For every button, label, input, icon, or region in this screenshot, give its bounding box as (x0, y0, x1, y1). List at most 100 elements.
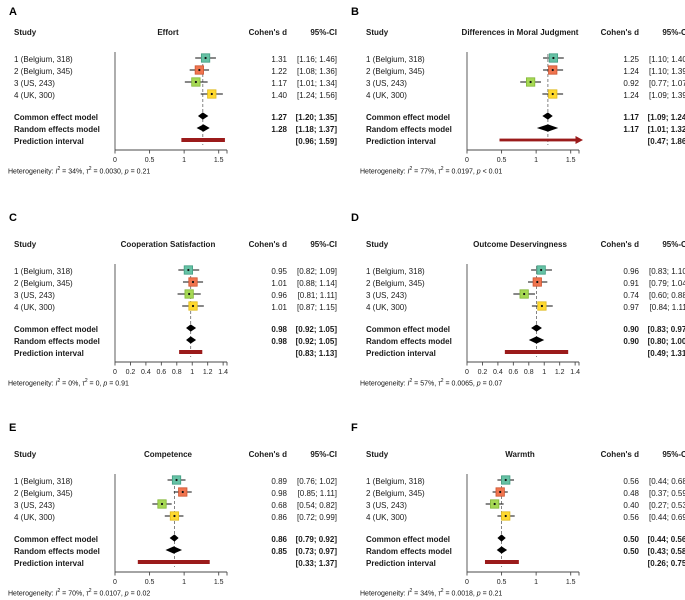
row-study-3: 3 (US, 243) 0.68 [0.54; 0.82] (14, 500, 337, 511)
x-axis-tick-label: 1.5 (214, 579, 224, 586)
ci-value: [1.16; 1.46] (296, 55, 337, 64)
row-label: 4 (UK, 300) (14, 91, 55, 100)
forest-panel-a: A Study Effort Cohen's d 95%-CI 0 0.5 1 1.5… (0, 0, 342, 200)
row-study-3: 3 (US, 243) 1.17 [1.01; 1.34] (14, 78, 337, 89)
ci-value: [0.77; 1.07] (648, 79, 685, 88)
row-label: Common effect model (366, 535, 451, 544)
study-point-estimate-dot (204, 56, 207, 60)
forest-plot-area: 0 0.5 1 1.5 (465, 474, 580, 586)
ci-value: [0.33; 1.37] (295, 559, 337, 568)
x-axis-tick-label: 1 (182, 157, 186, 164)
ci-value: [0.92; 1.05] (295, 325, 337, 334)
row-random-effects-model: Random effects model 0.90 [0.80; 1.00] (366, 336, 685, 347)
x-axis-tick-label: 0.6 (156, 369, 166, 376)
forest-plot-area: 0 0.5 1 1.5 (113, 52, 228, 164)
x-axis-tick-label: 1.5 (214, 157, 224, 164)
random-effects-diamond (196, 124, 210, 132)
x-axis-tick-label: 0 (113, 579, 117, 586)
row-prediction-interval: Prediction interval [0.47; 1.86] (366, 136, 685, 147)
effect-value: 0.89 (271, 477, 287, 486)
column-header-effect: Cohen's d (600, 450, 639, 459)
column-header-study: Study (366, 240, 389, 249)
effect-value: 1.24 (623, 67, 639, 76)
prediction-interval-bar (137, 560, 210, 564)
panel-letter: D (351, 212, 359, 224)
study-point-estimate-dot (160, 502, 164, 506)
x-axis-tick-label: 1 (182, 579, 186, 586)
heterogeneity-text: Heterogeneity: I2 = 34%, τ2 = 0.0018, p … (360, 588, 503, 598)
ci-value: [0.82; 1.09] (296, 267, 337, 276)
study-point-estimate-dot (529, 80, 532, 84)
row-study-3: 3 (US, 243) 0.92 [0.77; 1.07] (366, 78, 685, 89)
effect-value: 0.96 (271, 291, 287, 300)
column-header-ci: 95%-CI (662, 450, 685, 459)
row-study-2: 2 (Belgium, 345) 1.01 [0.88; 1.14] (14, 278, 337, 289)
effect-value: 0.86 (271, 513, 287, 522)
row-label: Random effects model (366, 125, 452, 134)
panel-letter: E (9, 422, 17, 434)
x-axis-tick-label: 0 (465, 157, 469, 164)
ci-value: [0.80; 1.00] (647, 337, 685, 346)
row-label: 1 (Belgium, 318) (366, 477, 425, 486)
row-label: Random effects model (14, 337, 100, 346)
row-common-effect-model: Common effect model 0.86 [0.79; 0.92] (14, 534, 337, 545)
x-axis-tick-label: 1.2 (555, 369, 565, 376)
row-label: Prediction interval (366, 349, 436, 358)
forest-plot-area: 0 0.2 0.4 0.6 0.8 1 1.2 1.4 (113, 264, 228, 376)
row-study-1: 1 (Belgium, 318) 1.31 [1.16; 1.46] (14, 54, 337, 65)
row-study-1: 1 (Belgium, 318) 0.95 [0.82; 1.09] (14, 266, 337, 277)
ci-value: [0.83; 0.97] (647, 325, 685, 334)
common-effect-diamond (531, 324, 542, 332)
effect-value: 0.98 (271, 325, 287, 334)
row-study-4: 4 (UK, 300) 1.40 [1.24; 1.56] (14, 90, 337, 101)
row-label: Prediction interval (14, 559, 84, 568)
column-header-ci: 95%-CI (310, 240, 337, 249)
study-point-estimate-dot (536, 280, 539, 284)
x-axis-tick-label: 0.8 (172, 369, 182, 376)
ci-value: [0.54; 0.82] (296, 501, 337, 510)
ci-value: [1.18; 1.37] (295, 125, 337, 134)
x-axis-tick-label: 1 (542, 369, 546, 376)
row-prediction-interval: Prediction interval [0.33; 1.37] (14, 558, 337, 569)
ci-value: [0.60; 0.88] (648, 291, 685, 300)
row-label: 4 (UK, 300) (14, 513, 55, 522)
row-study-2: 2 (Belgium, 345) 0.98 [0.85; 1.11] (14, 488, 337, 499)
effect-value: 0.50 (623, 547, 639, 556)
row-label: Prediction interval (366, 137, 436, 146)
effect-value: 1.01 (271, 279, 287, 288)
row-label: 4 (UK, 300) (366, 513, 407, 522)
column-header-ci: 95%-CI (662, 240, 685, 249)
row-label: 3 (US, 243) (366, 291, 407, 300)
x-axis-tick-label: 1.2 (203, 369, 213, 376)
heterogeneity-text: Heterogeneity: I2 = 34%, τ2 = 0.0030, p … (8, 166, 151, 176)
row-study-4: 4 (UK, 300) 1.24 [1.09; 1.39] (366, 90, 685, 101)
row-label: 1 (Belgium, 318) (14, 55, 73, 64)
row-random-effects-model: Random effects model 0.98 [0.92; 1.05] (14, 336, 337, 347)
row-study-2: 2 (Belgium, 345) 0.91 [0.79; 1.04] (366, 278, 685, 289)
forest-panel-e: E Study Competence Cohen's d 95%-CI 0 0.5… (0, 400, 342, 600)
heterogeneity-text: Heterogeneity: I2 = 70%, τ2 = 0.0107, p … (8, 588, 151, 598)
study-point-estimate-dot (551, 92, 554, 96)
random-effects-diamond (186, 336, 197, 344)
x-axis-tick-label: 1.4 (218, 369, 228, 376)
prediction-interval-bar (499, 138, 576, 142)
row-study-3: 3 (US, 243) 0.40 [0.27; 0.53] (366, 500, 685, 511)
heterogeneity-text: Heterogeneity: I2 = 57%, τ2 = 0.0065, p … (360, 378, 503, 388)
study-point-estimate-dot (181, 490, 184, 494)
ci-value: [0.73; 0.97] (295, 547, 337, 556)
effect-value: 1.28 (271, 125, 287, 134)
effect-value: 0.86 (271, 535, 287, 544)
ci-value: [0.44; 0.68] (648, 477, 685, 486)
common-effect-diamond (197, 112, 209, 120)
effect-value: 0.91 (623, 279, 639, 288)
row-label: Common effect model (366, 325, 451, 334)
ci-value: [0.92; 1.05] (295, 337, 337, 346)
ci-value: [0.96; 1.59] (295, 137, 337, 146)
study-point-estimate-dot (552, 56, 555, 60)
row-label: Random effects model (366, 547, 452, 556)
row-label: 2 (Belgium, 345) (366, 279, 425, 288)
effect-value: 0.90 (623, 325, 639, 334)
study-point-estimate-dot (175, 478, 178, 482)
row-prediction-interval: Prediction interval [0.49; 1.31] (366, 348, 685, 359)
row-common-effect-model: Common effect model 0.90 [0.83; 0.97] (366, 324, 685, 335)
